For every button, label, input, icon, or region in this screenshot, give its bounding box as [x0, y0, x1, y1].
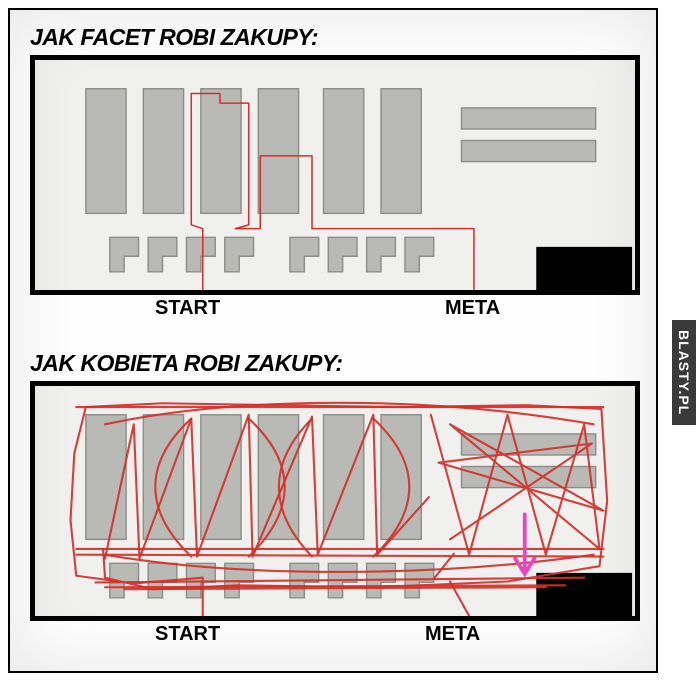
start-label-man: START: [155, 297, 220, 320]
outer-frame: JAK FACET ROBI ZAKUPY: START META JAK KO…: [8, 8, 658, 673]
store-svg-woman: [35, 386, 635, 616]
label-row-man: START META: [30, 297, 640, 325]
label-row-woman: START META: [30, 623, 640, 651]
start-label-woman: START: [155, 623, 220, 646]
panel-title-man: JAK FACET ROBI ZAKUPY:: [30, 24, 640, 51]
panel-title-woman: JAK KOBIETA ROBI ZAKUPY:: [30, 350, 640, 377]
panel-man: JAK FACET ROBI ZAKUPY: START META: [30, 24, 640, 325]
meta-label-man: META: [445, 297, 500, 320]
store-svg-man: [35, 60, 635, 290]
woman-pink-arrow: [515, 514, 534, 573]
meta-label-woman: META: [425, 623, 480, 646]
store-map-woman: [30, 381, 640, 621]
store-map-man: [30, 55, 640, 295]
watermark: BLASTY.PL: [672, 320, 696, 425]
panel-woman: JAK KOBIETA ROBI ZAKUPY: START META: [30, 350, 640, 651]
